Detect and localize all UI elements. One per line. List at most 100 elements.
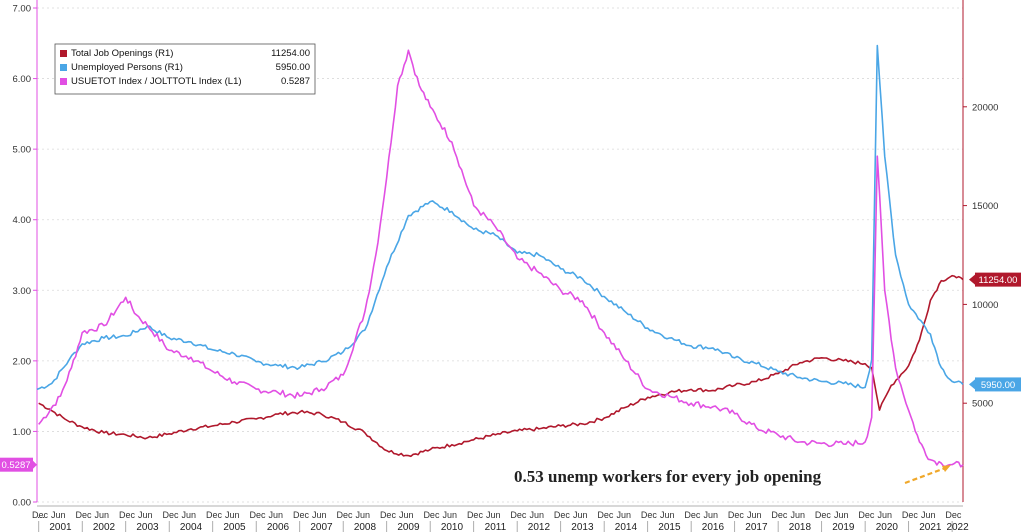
x-tick-label: Dec bbox=[728, 510, 745, 520]
x-tick-label: Dec bbox=[423, 510, 440, 520]
x-tick-label: Jun bbox=[356, 510, 371, 520]
x-tick-label: Dec bbox=[597, 510, 614, 520]
left-tick-label: 6.00 bbox=[13, 74, 32, 85]
value-label-pointer bbox=[969, 379, 975, 390]
annotation-arrow bbox=[904, 465, 949, 485]
x-tick-label: Dec bbox=[684, 510, 701, 520]
x-leading-label: ... bbox=[37, 510, 45, 520]
x-year-label: 2003 bbox=[136, 522, 159, 532]
x-tick-label: Dec bbox=[162, 510, 179, 520]
x-year-label: 2007 bbox=[310, 522, 333, 532]
right-axis: 5000 10000 15000 20000 bbox=[963, 102, 998, 410]
x-tick-label: Jun bbox=[486, 510, 501, 520]
x-tick-label: Dec bbox=[902, 510, 919, 520]
x-tick-label: Jun bbox=[660, 510, 675, 520]
value-label-text: 11254.00 bbox=[979, 275, 1018, 286]
value-label-box bbox=[975, 377, 1021, 392]
x-tick-label: Jun bbox=[182, 510, 197, 520]
x-year-label: 2010 bbox=[441, 522, 464, 532]
x-year-label: 2021 bbox=[919, 522, 942, 532]
x-tick-label: Dec bbox=[510, 510, 527, 520]
left-tick-label: 1.00 bbox=[13, 427, 32, 438]
x-tick-label: Jun bbox=[703, 510, 718, 520]
legend-label: Unemployed Persons (R1) bbox=[71, 62, 183, 73]
legend-value: 11254.00 bbox=[271, 48, 310, 59]
series-line-job-openings bbox=[38, 274, 964, 458]
legend-value: 0.5287 bbox=[281, 76, 310, 87]
x-tick-label: Dec bbox=[815, 510, 832, 520]
left-tick-label: 2.00 bbox=[13, 356, 32, 367]
right-tick-label: 20000 bbox=[972, 102, 998, 113]
value-label-text: 5950.00 bbox=[981, 380, 1015, 391]
x-tick-label: Jun bbox=[399, 510, 414, 520]
left-tick-label: 0.00 bbox=[13, 498, 32, 509]
x-tick-label: Jun bbox=[747, 510, 762, 520]
x-year-label: 2002 bbox=[93, 522, 116, 532]
x-tick-label: Jun bbox=[51, 510, 66, 520]
x-year-label: 2018 bbox=[789, 522, 812, 532]
annotation-arrowhead bbox=[942, 465, 951, 472]
value-label-box bbox=[0, 457, 33, 472]
value-label-text: 0.5287 bbox=[1, 460, 30, 471]
x-tick-label: Dec bbox=[945, 510, 962, 520]
axes bbox=[36, 0, 964, 507]
x-tick-label: Dec bbox=[858, 510, 875, 520]
x-year-label: 2014 bbox=[615, 522, 638, 532]
x-tick-label: Jun bbox=[616, 510, 631, 520]
x-year-label: 2017 bbox=[745, 522, 768, 532]
x-tick-label: Jun bbox=[834, 510, 849, 520]
x-year-label: 2016 bbox=[702, 522, 725, 532]
legend-swatch bbox=[60, 64, 67, 71]
x-year-label: 2012 bbox=[528, 522, 551, 532]
left-tick-label: 5.00 bbox=[13, 145, 32, 156]
x-tick-label: Dec bbox=[249, 510, 266, 520]
legend-value: 5950.00 bbox=[276, 62, 310, 73]
legend-swatch bbox=[60, 50, 67, 57]
value-label-pointer bbox=[32, 459, 37, 470]
x-tick-label: Dec bbox=[641, 510, 658, 520]
x-tick-label: Jun bbox=[95, 510, 110, 520]
x-tick-label: Dec bbox=[75, 510, 92, 520]
right-tick-label: 10000 bbox=[972, 300, 998, 311]
x-tick-label: Jun bbox=[225, 510, 240, 520]
x-tick-label: Jun bbox=[269, 510, 284, 520]
x-year-label: 2001 bbox=[49, 522, 72, 532]
x-year-label: 2022 bbox=[946, 522, 969, 532]
right-tick-label: 5000 bbox=[972, 399, 993, 410]
series-line-ratio bbox=[38, 49, 964, 468]
x-year-label: 2011 bbox=[485, 522, 507, 532]
x-year-label: 2019 bbox=[832, 522, 855, 532]
x-year-label: 2020 bbox=[876, 522, 899, 532]
right-tick-label: 15000 bbox=[972, 201, 998, 212]
left-tick-label: 3.00 bbox=[13, 286, 32, 297]
x-tick-label: Dec bbox=[293, 510, 310, 520]
x-tick-label: Dec bbox=[32, 510, 49, 520]
left-axis: 0.00 1.00 2.00 3.00 4.00 5.00 6.00 7.00 bbox=[13, 4, 37, 509]
legend-box bbox=[54, 43, 316, 95]
x-tick-label: Dec bbox=[336, 510, 353, 520]
x-year-label: 2005 bbox=[223, 522, 246, 532]
value-label-pointer bbox=[969, 274, 975, 285]
annotation-text: 0.53 unemp workers for every job opening bbox=[514, 467, 822, 486]
x-tick-label: Jun bbox=[312, 510, 327, 520]
x-tick-label: Jun bbox=[921, 510, 936, 520]
value-label-box bbox=[975, 272, 1021, 287]
series-lines bbox=[36, 44, 964, 468]
x-tick-label: Dec bbox=[771, 510, 788, 520]
series-line-unemployed bbox=[36, 44, 964, 391]
x-year-label: 2013 bbox=[571, 522, 594, 532]
legend: Total Job Openings (R1) 11254.00 Unemploye… bbox=[54, 43, 316, 95]
x-year-label: 2006 bbox=[267, 522, 290, 532]
legend-swatch bbox=[60, 78, 67, 85]
x-tick-label: Dec bbox=[467, 510, 484, 520]
annotation: 0.53 unemp workers for every job opening bbox=[514, 465, 951, 486]
left-tick-label: 7.00 bbox=[13, 4, 32, 15]
x-tick-label: Jun bbox=[790, 510, 805, 520]
x-year-label: 2009 bbox=[397, 522, 420, 532]
x-year-label: 2015 bbox=[658, 522, 681, 532]
x-tick-label: Jun bbox=[877, 510, 892, 520]
x-tick-label: Jun bbox=[573, 510, 588, 520]
left-tick-label: 4.00 bbox=[13, 215, 32, 226]
x-tick-label: Jun bbox=[443, 510, 458, 520]
